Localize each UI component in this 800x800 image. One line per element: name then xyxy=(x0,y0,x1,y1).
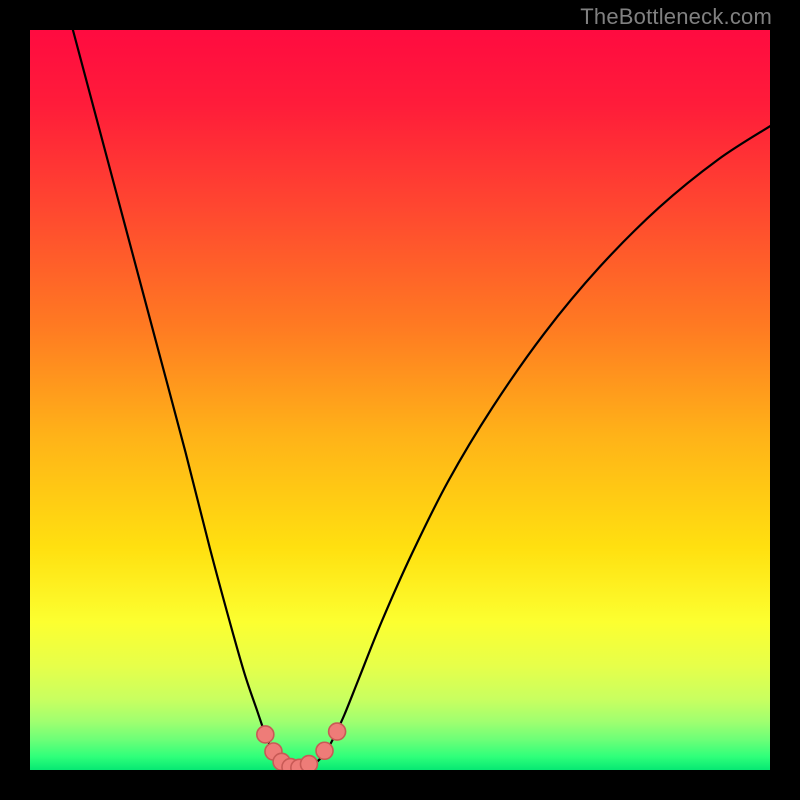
gradient-background xyxy=(30,30,770,770)
chart-svg xyxy=(30,30,770,770)
watermark-text: TheBottleneck.com xyxy=(580,4,772,30)
sweet-spot-marker xyxy=(300,756,317,770)
sweet-spot-marker xyxy=(316,742,333,759)
plot-area xyxy=(30,30,770,770)
sweet-spot-marker xyxy=(329,723,346,740)
sweet-spot-marker xyxy=(257,726,274,743)
